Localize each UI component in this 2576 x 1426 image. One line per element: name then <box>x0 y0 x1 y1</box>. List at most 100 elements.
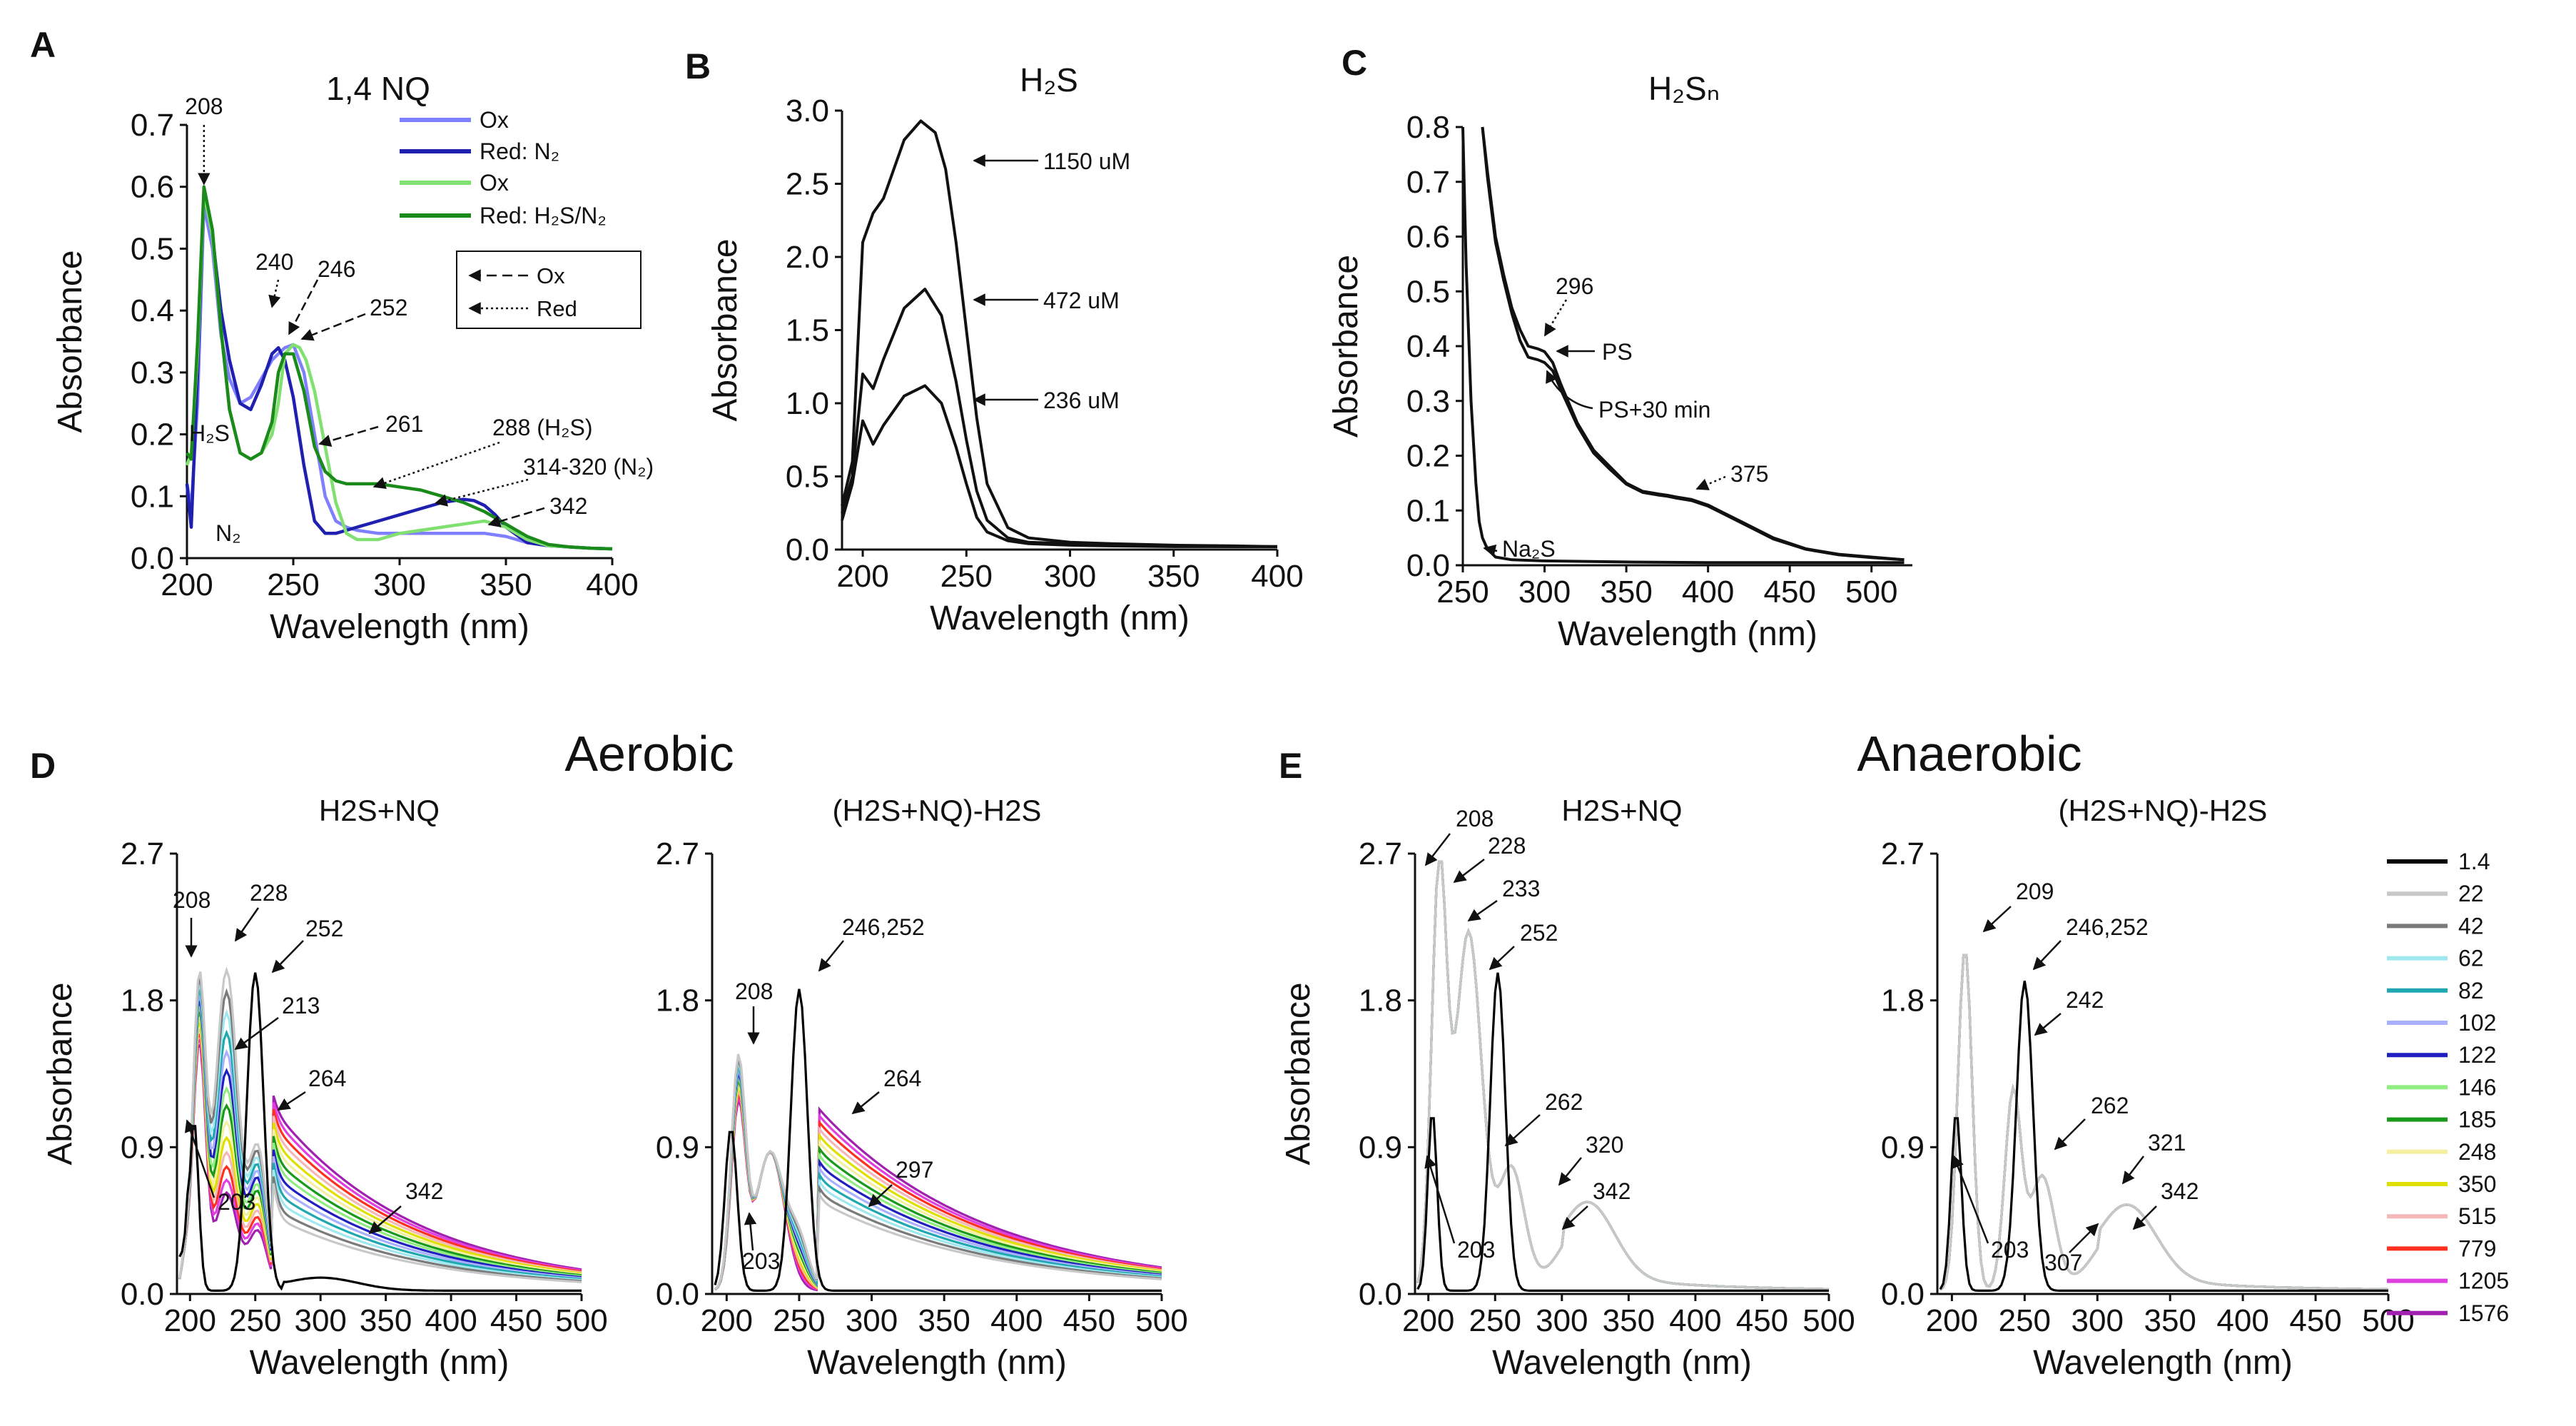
legend-label: Red: H₂S/N₂ <box>480 203 607 228</box>
annotation-label: N₂ <box>215 520 241 546</box>
annotation-label: 342 <box>549 493 587 519</box>
annotation-label: 264 <box>308 1066 346 1091</box>
spectrum-line <box>178 983 582 1282</box>
annotation-arrow <box>818 940 844 972</box>
annotation-arrow <box>1467 899 1498 922</box>
spectrum-line <box>841 119 1278 548</box>
annotation-label: 261 <box>385 411 423 437</box>
time-legend-label: 185 <box>2458 1107 2496 1133</box>
annotation-arrow <box>2121 1156 2144 1185</box>
spectrum-line <box>714 1053 1162 1290</box>
y-tick-label: 0.0 <box>1359 1277 1402 1312</box>
x-tick-label: 300 <box>294 1303 346 1338</box>
annotation-label: 208 <box>185 93 223 119</box>
x-axis-label: Wavelength (nm) <box>930 600 1190 637</box>
time-legend-label: 1576 <box>2458 1300 2509 1326</box>
y-tick-label: 0.3 <box>1406 384 1450 419</box>
x-tick-label: 400 <box>1251 559 1303 594</box>
x-tick-label: 350 <box>360 1303 412 1338</box>
legend-label: Ox <box>480 107 509 133</box>
x-tick-label: 450 <box>1736 1303 1788 1338</box>
y-axis-label: Absorbance <box>706 238 744 421</box>
x-tick-label: 200 <box>1926 1303 1978 1338</box>
annotation-label: H₂S <box>189 420 230 446</box>
panel-letter: B <box>685 46 711 86</box>
panel-letter: D <box>30 746 56 786</box>
panel-letter: C <box>1342 43 1367 83</box>
spectrum-line <box>178 1031 582 1280</box>
y-axis-label: Absorbance <box>51 250 89 433</box>
annotation-label: 252 <box>305 916 343 941</box>
annotation-label: 236 uM <box>1043 388 1120 413</box>
spectrum-line <box>1939 954 2389 1291</box>
annotation-label: 472 uM <box>1043 288 1120 313</box>
spectrum-line <box>1416 860 1830 1290</box>
y-tick-label: 0.5 <box>131 231 174 266</box>
y-axis-label: Absorbance <box>1327 255 1365 438</box>
y-tick-label: 2.7 <box>1359 836 1402 871</box>
spectrum-line <box>178 966 582 1283</box>
annotation-label: 203 <box>1991 1237 2029 1263</box>
spectrum-line <box>178 1019 582 1280</box>
spectrum-line <box>1416 860 1830 1290</box>
spectrum-line <box>185 203 613 551</box>
arrow-key-box <box>456 251 642 329</box>
subpanel-e1: H2S+NQ 200 250 300 350 400 450 500 0.0 0.9 1.8 2.7 W… <box>1279 794 1855 1382</box>
spectrum-line <box>185 191 613 551</box>
time-legend-label: 515 <box>2458 1203 2496 1229</box>
annotation-label: 1150 uM <box>1043 148 1130 174</box>
spectrum-line <box>1416 860 1830 1290</box>
x-tick-label: 350 <box>1147 559 1200 594</box>
y-tick-label: 1.8 <box>1359 983 1402 1018</box>
y-tick-label: 0.2 <box>131 418 174 452</box>
y-tick-label: 0.9 <box>1359 1130 1402 1165</box>
x-tick-label: 200 <box>1402 1303 1454 1338</box>
y-tick-label: 0.8 <box>1406 110 1450 145</box>
spectrum-line <box>178 977 582 1283</box>
y-axis-label: Absorbance <box>1279 982 1317 1165</box>
x-tick-label: 300 <box>1044 559 1096 594</box>
subpanel-d2: (H2S+NQ)-H2S 200 250 300 350 400 450 500 0.0 0.9 1… <box>656 794 1188 1382</box>
annotation-label: 203 <box>1457 1237 1495 1263</box>
annotation-arrow <box>288 279 319 335</box>
time-legend-label: 82 <box>2458 978 2484 1003</box>
x-tick-label: 250 <box>1999 1303 2051 1338</box>
y-tick-label: 3.0 <box>786 93 829 128</box>
annotation-label: 320 <box>1586 1132 1623 1158</box>
annotation-label: 228 <box>1488 833 1526 859</box>
y-tick-label: 2.5 <box>786 167 829 202</box>
annotation-arrow <box>1543 299 1568 337</box>
annotation-label: 203 <box>218 1189 255 1215</box>
subpanel-title: H2S+NQ <box>319 794 440 827</box>
annotation-label: 262 <box>2091 1093 2129 1118</box>
annotation-arrow <box>300 313 366 341</box>
annotation-label: 296 <box>1556 273 1593 299</box>
panel-b: H₂S 200 250 300 350 400 0.0 0.5 1.0 1.5 2.0 2.5 3.0 W… <box>706 61 1304 637</box>
x-tick-label: 350 <box>918 1303 970 1338</box>
y-tick-label: 0.0 <box>1406 548 1450 583</box>
panel-c: H₂Sₙ 250 300 350 400 450 500 0.0 0.1 0.2 0.3 0.4 0.5… <box>1327 70 1912 653</box>
y-tick-label: 0.0 <box>121 1277 164 1312</box>
annotation-arrow <box>318 425 379 447</box>
annotation-arrow <box>1489 946 1515 971</box>
annotation-label: 203 <box>742 1248 780 1274</box>
spectrum-line <box>1416 972 1829 1292</box>
time-legend-label: 42 <box>2458 913 2484 939</box>
x-axis-label: Wavelength (nm) <box>1492 1344 1752 1382</box>
spectrum-line <box>1416 860 1830 1290</box>
y-tick-label: 0.6 <box>131 170 174 205</box>
y-tick-label: 2.0 <box>786 240 829 275</box>
x-tick-label: 500 <box>1135 1303 1187 1338</box>
annotation-arrow <box>2032 940 2062 971</box>
panel-a: 1,4 NQ 200 250 300 350 400 0.0 0.1 0.2 0.3 0.4 0.5 0… <box>51 70 654 646</box>
x-tick-label: 250 <box>940 559 993 594</box>
spectrum-line <box>1416 860 1830 1290</box>
spectrum-line <box>1416 860 1830 1290</box>
x-axis-label: Wavelength (nm) <box>2033 1344 2293 1382</box>
subpanel-title: H2S+NQ <box>1561 794 1682 827</box>
panel-letter: A <box>30 25 56 65</box>
time-legend-label: 62 <box>2458 946 2484 971</box>
annotation-label: 252 <box>370 295 407 320</box>
annotation-arrow <box>1483 544 1498 557</box>
